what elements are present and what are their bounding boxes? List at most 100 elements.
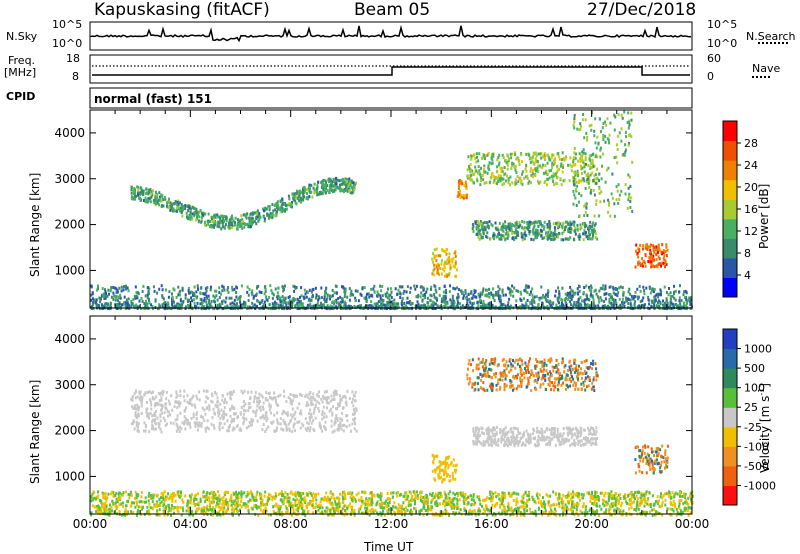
data-cell [561, 286, 564, 290]
data-cell [165, 302, 168, 306]
data-cell [458, 302, 461, 306]
data-cell [217, 400, 219, 404]
data-cell [594, 155, 597, 159]
data-cell [464, 305, 467, 309]
data-cell [480, 176, 483, 180]
data-cell [477, 307, 480, 311]
data-cell [366, 292, 368, 296]
data-cell [608, 293, 611, 297]
data-cell [516, 373, 519, 377]
data-cell [477, 382, 479, 386]
data-cell [599, 296, 602, 300]
data-cell [526, 376, 529, 380]
data-cell [453, 301, 456, 305]
data-cell [294, 417, 297, 421]
data-cell [507, 287, 510, 291]
data-cell [334, 188, 337, 192]
data-cell [336, 419, 339, 423]
data-cell [335, 185, 338, 189]
data-cell [468, 297, 471, 301]
data-cell [546, 177, 549, 181]
data-cell [537, 181, 540, 185]
data-cell [274, 400, 277, 404]
data-cell [271, 397, 274, 401]
data-cell [576, 184, 579, 188]
data-cell [472, 223, 474, 227]
data-cell [496, 226, 499, 230]
data-cell [610, 192, 613, 196]
data-cell [301, 303, 304, 307]
data-cell [299, 295, 301, 299]
data-cell [446, 474, 449, 477]
data-cell [629, 133, 631, 137]
data-cell [326, 401, 329, 405]
data-cell [346, 419, 349, 423]
data-cell [291, 415, 294, 419]
data-cell [492, 287, 495, 291]
data-cell [466, 168, 469, 172]
data-cell [158, 422, 161, 426]
data-cell [305, 295, 308, 299]
data-cell [549, 374, 552, 378]
data-cell [511, 163, 513, 167]
data-cell [673, 296, 676, 300]
data-cell [447, 273, 450, 277]
data-cell [351, 390, 354, 394]
data-cell [154, 422, 157, 426]
data-cell [146, 296, 149, 300]
data-cell [546, 291, 549, 295]
data-cell [335, 301, 338, 305]
data-cell [603, 287, 606, 291]
data-cell [500, 237, 503, 241]
data-cell [202, 299, 205, 303]
data-cell [592, 378, 595, 382]
data-cell [328, 307, 331, 311]
data-cell [575, 305, 578, 309]
data-cell [473, 301, 475, 305]
data-cell [96, 305, 99, 309]
data-cell [247, 390, 249, 394]
data-cell [144, 305, 147, 309]
data-cell [659, 288, 662, 292]
data-cell [193, 301, 196, 305]
data-cell [455, 305, 458, 308]
data-cell [144, 429, 147, 433]
data-cell [337, 304, 340, 308]
data-cell [663, 305, 666, 309]
data-cell [489, 176, 492, 179]
data-cell [558, 294, 561, 298]
data-cell [520, 235, 523, 239]
data-cell [498, 161, 501, 165]
data-cell [580, 172, 583, 175]
data-cell [585, 202, 588, 206]
data-cell [472, 172, 475, 176]
data-cell [495, 291, 497, 294]
data-cell [394, 305, 397, 309]
data-cell [560, 238, 563, 242]
data-cell [433, 256, 436, 260]
data-cell [154, 190, 157, 194]
data-cell [134, 407, 136, 410]
data-cell [526, 226, 528, 230]
data-cell [511, 231, 514, 235]
data-cell [623, 301, 626, 305]
data-cell [590, 286, 593, 290]
data-cell [473, 388, 476, 392]
data-cell [606, 117, 609, 121]
data-cell [226, 288, 229, 292]
data-cell [300, 294, 303, 298]
data-cell [398, 285, 401, 289]
data-cell [262, 401, 265, 405]
data-cell [145, 192, 148, 195]
data-cell [537, 307, 539, 311]
data-cell [614, 115, 617, 119]
data-cell [433, 254, 436, 258]
data-cell [457, 301, 459, 305]
data-cell [341, 297, 344, 301]
data-cell [224, 300, 227, 304]
data-cell [637, 295, 639, 299]
data-cell [525, 303, 528, 307]
data-cell [317, 407, 320, 410]
data-cell [580, 387, 583, 391]
data-cell [508, 157, 510, 161]
